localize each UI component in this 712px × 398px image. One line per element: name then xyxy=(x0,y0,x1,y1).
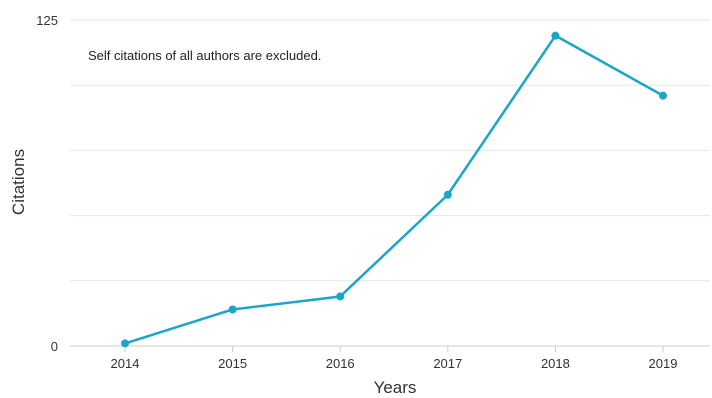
data-point xyxy=(443,190,452,199)
series-layer xyxy=(121,31,667,348)
x-axis-title: Years xyxy=(374,378,417,397)
data-point xyxy=(659,91,667,100)
y-tick-label: 125 xyxy=(36,13,58,28)
x-axis-ticks: 2014 2015 2016 2017 2018 2019 xyxy=(111,346,678,371)
data-point xyxy=(336,292,345,301)
data-point xyxy=(121,339,129,348)
x-tick-label: 2014 xyxy=(111,356,140,371)
chart-annotation: Self citations of all authors are exclud… xyxy=(88,48,321,63)
x-tick-label: 2015 xyxy=(218,356,247,371)
series-line xyxy=(123,34,665,345)
x-tick-label: 2019 xyxy=(649,356,678,371)
y-axis-title: Citations xyxy=(9,149,28,215)
data-point xyxy=(551,31,560,40)
y-tick-label: 0 xyxy=(51,339,58,354)
data-point xyxy=(228,305,237,314)
y-axis-ticks: 0 125 xyxy=(36,13,58,354)
x-tick-label: 2018 xyxy=(541,356,570,371)
x-tick-label: 2016 xyxy=(326,356,355,371)
x-tick-label: 2017 xyxy=(433,356,462,371)
grid-lines xyxy=(70,19,710,347)
